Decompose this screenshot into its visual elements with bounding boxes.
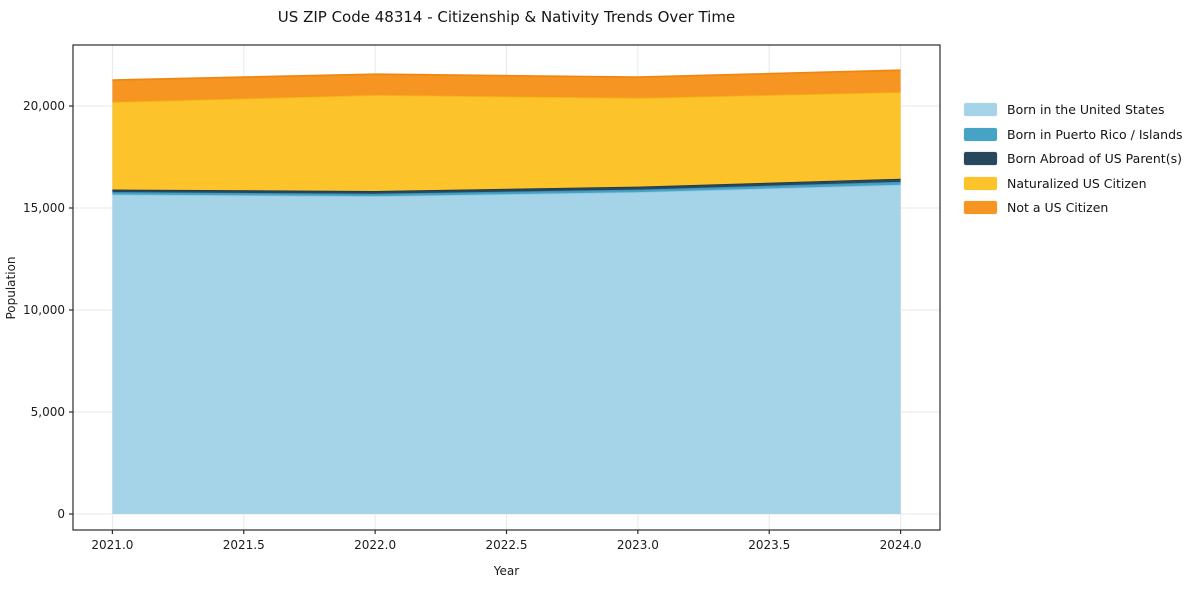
x-tick-label: 2024.0: [880, 538, 922, 552]
chart-title: US ZIP Code 48314 - Citizenship & Nativi…: [277, 8, 736, 26]
legend-label: Born Abroad of US Parent(s): [1007, 151, 1182, 166]
legend-item: Naturalized US Citizen: [963, 175, 1183, 191]
y-tick-label: 20,000: [23, 99, 65, 113]
y-tick-label: 10,000: [23, 303, 65, 317]
x-axis-label: Year: [493, 564, 520, 578]
x-tick-label: 2021.5: [223, 538, 265, 552]
y-axis-label: Population: [4, 256, 18, 320]
y-tick-label: 0: [57, 507, 65, 521]
y-tick-label: 15,000: [23, 201, 65, 215]
area-top-edge: [112, 69, 901, 81]
legend-item: Born in the United States: [963, 102, 1183, 117]
x-tick-label: 2022.0: [354, 538, 396, 552]
x-tick-label: 2023.0: [617, 538, 659, 552]
legend: Born in the United States Born in Puerto …: [963, 102, 1183, 215]
area-born-in-puerto-rico-islands: [112, 181, 901, 197]
legend-swatch: [963, 102, 998, 117]
area-naturalized-us-citizen: [112, 92, 901, 191]
x-tick-label: 2022.5: [486, 538, 528, 552]
legend-swatch: [963, 175, 998, 191]
area-born-abroad-of-us-parent-s-: [112, 178, 901, 194]
legend-item: Not a US Citizen: [963, 200, 1183, 215]
legend-swatch: [963, 151, 998, 166]
x-tick-label: 2023.5: [748, 538, 790, 552]
legend-item: Born Abroad of US Parent(s): [963, 151, 1183, 166]
area-born-in-the-united-states: [112, 184, 901, 515]
legend-label: Not a US Citizen: [1007, 200, 1109, 215]
legend-label: Naturalized US Citizen: [1007, 175, 1147, 191]
y-tick-label: 5,000: [31, 405, 65, 419]
legend-label: Born in the United States: [1007, 102, 1165, 117]
legend-swatch: [963, 126, 998, 142]
x-tick-label: 2021.0: [91, 538, 133, 552]
legend-label: Born in Puerto Rico / Islands: [1007, 126, 1183, 142]
legend-item: Born in Puerto Rico / Islands: [963, 126, 1183, 142]
legend-swatch: [963, 200, 998, 215]
area-not-a-us-citizen: [112, 70, 901, 103]
